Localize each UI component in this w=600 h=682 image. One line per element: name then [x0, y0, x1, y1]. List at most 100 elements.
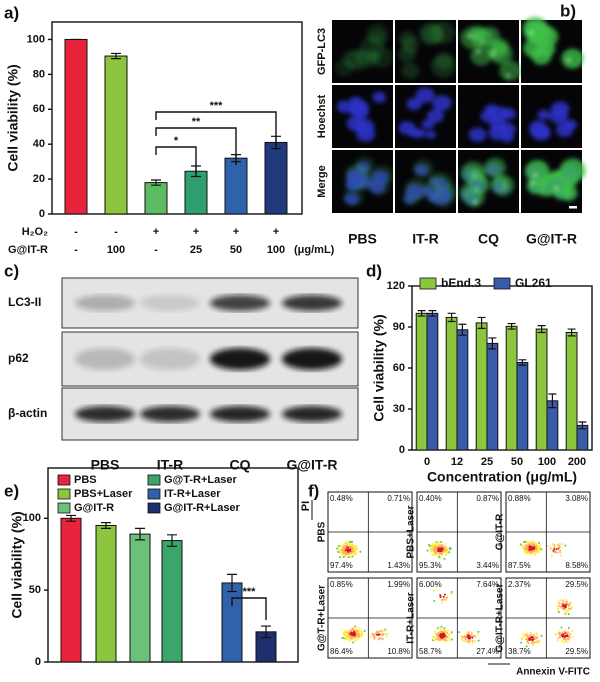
- event-dot: [446, 549, 449, 552]
- bar: [516, 362, 529, 451]
- gfp-signal: [470, 46, 492, 66]
- event-dot: [356, 633, 359, 636]
- event-dot: [450, 591, 453, 594]
- cells: [459, 157, 515, 208]
- event-dot: [352, 630, 355, 633]
- x-tick-label: 200: [568, 456, 586, 468]
- significance-bracket: [231, 597, 267, 620]
- event-dot: [562, 603, 565, 606]
- event-dot: [473, 640, 476, 643]
- event-dot: [372, 634, 375, 637]
- event-dot: [345, 544, 348, 547]
- row-label: LC3-II: [8, 295, 41, 309]
- event-dot: [447, 629, 450, 632]
- bar: [224, 157, 248, 215]
- event-dot: [476, 633, 479, 636]
- event-dot: [435, 632, 438, 635]
- event-dot: [534, 553, 537, 556]
- event-dot: [531, 635, 534, 638]
- event-dot: [522, 633, 525, 636]
- event-dot: [558, 545, 561, 548]
- event-dot: [445, 598, 448, 601]
- event-dot: [526, 642, 529, 645]
- event-dot: [352, 641, 355, 644]
- gfp-signal: [499, 60, 522, 81]
- event-dot: [560, 640, 563, 643]
- event-dot: [539, 544, 542, 547]
- error-bar: [428, 310, 437, 317]
- event-dot: [520, 637, 523, 640]
- event-dot: [344, 552, 347, 555]
- y-tick-label: 120: [387, 280, 405, 292]
- condition-entry: 100: [107, 244, 125, 256]
- bar: [60, 517, 82, 663]
- gfp-puncta: [533, 173, 538, 177]
- event-dot: [376, 632, 379, 635]
- event-dot: [443, 633, 446, 636]
- significance-bracket: [155, 146, 197, 174]
- legend-label: PBS: [74, 474, 97, 486]
- y-axis-title: Cell viability (%): [371, 314, 387, 421]
- quadrant-percent: 0.71%: [387, 494, 410, 503]
- bar: [456, 329, 469, 451]
- y-tick-label: 80: [33, 68, 45, 80]
- x-tick-label: 50: [511, 456, 523, 468]
- event-dot: [448, 548, 451, 551]
- event-dot: [363, 629, 366, 632]
- event-dot: [442, 638, 445, 641]
- event-dot: [553, 546, 556, 549]
- event-dot: [384, 633, 387, 636]
- column-label: PBS: [91, 457, 120, 473]
- event-dot: [529, 638, 532, 641]
- event-dot: [369, 635, 372, 638]
- plot-frame: [411, 285, 593, 451]
- bar: [95, 524, 117, 663]
- event-dot: [540, 548, 543, 551]
- event-dot: [342, 553, 345, 556]
- condition-label: G@IT-R: [8, 244, 48, 256]
- gfp-signal: [484, 157, 507, 178]
- quadrant-percent: 7.64%: [476, 580, 499, 589]
- error-bar: [518, 359, 527, 366]
- blot-band: [282, 295, 342, 311]
- event-dot: [358, 630, 361, 633]
- nucleus: [426, 109, 444, 123]
- event-dot: [467, 641, 470, 644]
- gfp-signal: [345, 163, 370, 186]
- quadrant-percent: 86.4%: [330, 647, 353, 656]
- nucleus: [501, 107, 516, 120]
- significance-label: ***: [243, 586, 257, 598]
- event-dot: [465, 633, 468, 636]
- event-dot: [566, 641, 569, 644]
- event-dot: [526, 640, 529, 643]
- condition-entry: 100: [267, 244, 285, 256]
- quadrant-percent: 1.99%: [387, 580, 410, 589]
- event-dot: [552, 549, 555, 552]
- significance-label: *: [174, 135, 179, 147]
- gfp-signal: [397, 46, 417, 63]
- unit-label: (μg/mL): [294, 244, 335, 256]
- legend-swatch: [147, 502, 161, 514]
- event-dot: [564, 629, 567, 632]
- event-dot: [442, 595, 445, 598]
- event-dot: [561, 631, 564, 634]
- event-dot: [440, 636, 443, 639]
- column-label: PBS: [348, 231, 377, 247]
- plot-frame: [51, 21, 303, 215]
- quadrant-percent: 0.87%: [476, 494, 499, 503]
- quadrant-percent: 10.8%: [387, 647, 410, 656]
- y-tick-label: 100: [23, 512, 41, 524]
- x-tick-label: 12: [451, 456, 463, 468]
- plot-label: PBS+Laser: [406, 505, 417, 558]
- event-dot: [567, 605, 570, 608]
- error-bar: [111, 52, 121, 60]
- gfp-signal: [434, 52, 454, 70]
- event-dot: [356, 629, 359, 632]
- event-dot: [444, 554, 447, 557]
- plot-label: PBS: [317, 521, 328, 542]
- event-dot: [353, 545, 356, 548]
- event-dot: [536, 546, 539, 549]
- quadrant-percent: 87.5%: [508, 561, 531, 570]
- quadrant-percent: 8.58%: [565, 561, 588, 570]
- event-dot: [564, 604, 567, 607]
